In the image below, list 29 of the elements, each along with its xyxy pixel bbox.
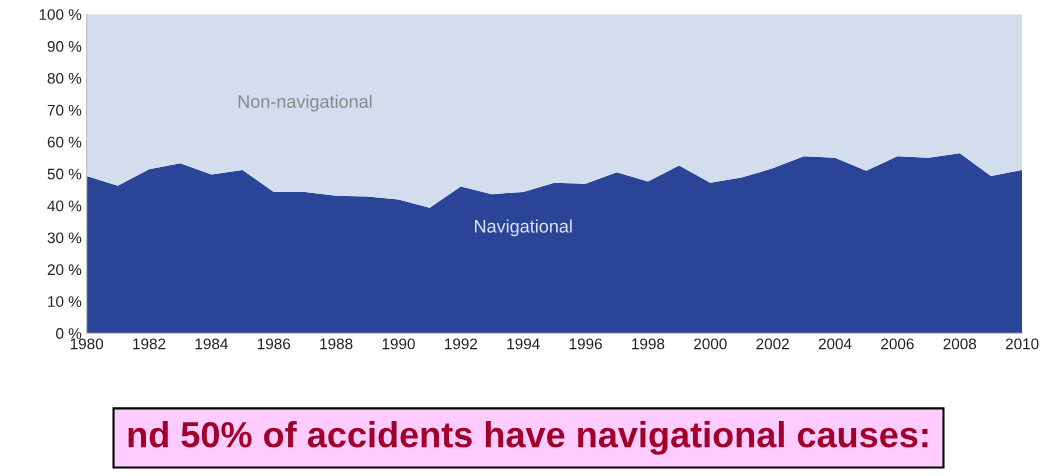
y-tick-label: 100 % xyxy=(39,9,82,20)
y-tick-label: 50 % xyxy=(47,168,82,180)
x-tick-label: 1992 xyxy=(445,338,478,350)
x-tick-label: 1986 xyxy=(257,338,291,350)
x-tick-label: 1988 xyxy=(320,338,353,350)
y-tick-label: 90 % xyxy=(47,41,82,52)
x-tick-label: 1990 xyxy=(382,338,415,350)
text: nd 50% of accidents have navigational causes: xyxy=(128,421,928,455)
x-tick-label: 1994 xyxy=(507,338,540,350)
y-tick-label: 20 % xyxy=(47,264,82,276)
x-tick-label: 1998 xyxy=(632,338,665,350)
y-tick-label: 30 % xyxy=(47,232,82,244)
y-tick-label: 10 % xyxy=(48,296,82,307)
x-tick-label: 1984 xyxy=(195,338,228,350)
x-tick-label: 1982 xyxy=(133,338,166,350)
x-tick-label: 2008 xyxy=(943,338,977,350)
x-tick-label: 2010 xyxy=(1005,338,1039,350)
x-tick-label: 2004 xyxy=(818,338,852,350)
y-tick-label: 70 % xyxy=(47,104,82,116)
x-tick-label: 2002 xyxy=(756,338,789,350)
y-tick-label: 80 % xyxy=(47,72,82,84)
x-tick-label: 2000 xyxy=(694,338,727,350)
x-tick-label: 1980 xyxy=(70,338,104,350)
y-tick-label: 60 % xyxy=(47,136,82,148)
x-tick-label: 2006 xyxy=(881,338,914,350)
x-tick-label: 1996 xyxy=(569,338,602,350)
y-tick-label: 0 % xyxy=(56,328,82,339)
y-tick-label: 40 % xyxy=(47,200,82,212)
series-label: Non-navigational xyxy=(238,94,372,112)
